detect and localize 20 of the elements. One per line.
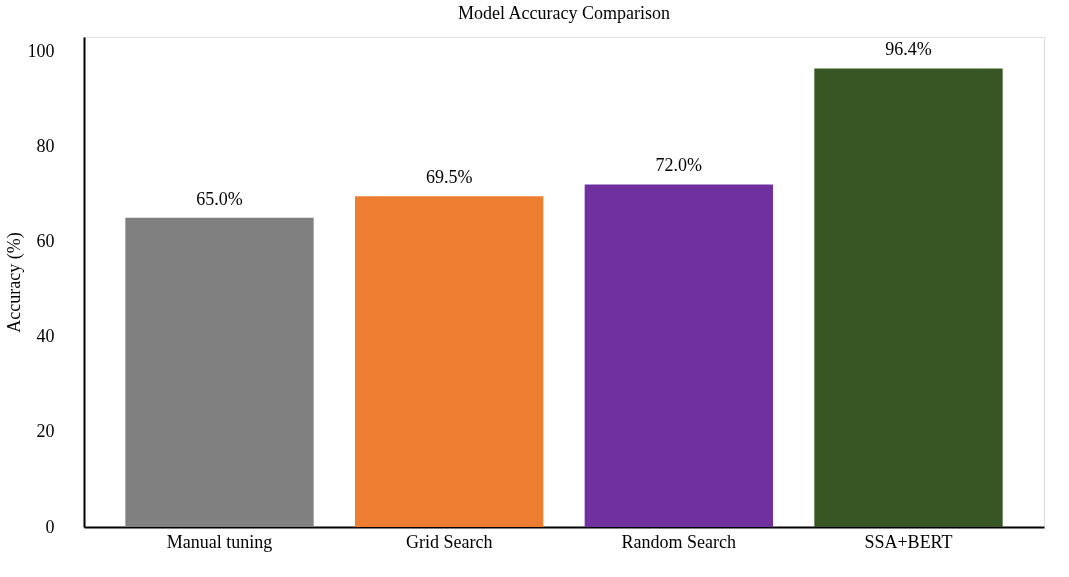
y-tick-label: 0 — [45, 516, 55, 537]
x-tick-label: SSA+BERT — [864, 531, 953, 552]
x-tick-label: Manual tuning — [166, 531, 273, 552]
bar — [584, 184, 773, 527]
bar — [125, 217, 314, 527]
y-tick-label: 40 — [36, 326, 55, 347]
data-label: 72.0% — [655, 155, 703, 176]
y-tick-label: 80 — [36, 135, 55, 156]
bar — [814, 68, 1003, 527]
x-tick-label: Random Search — [621, 531, 737, 552]
bar — [355, 196, 544, 527]
chart-title: Model Accuracy Comparison — [458, 3, 670, 23]
y-tick-label: 60 — [36, 231, 55, 252]
y-tick-label: 20 — [36, 421, 55, 442]
y-tick-label: 100 — [27, 40, 55, 61]
data-label: 96.4% — [885, 39, 932, 60]
x-tick-label: Grid Search — [405, 531, 493, 552]
y-axis-title: Accuracy (%) — [3, 232, 25, 333]
data-label: 65.0% — [196, 188, 243, 209]
data-label: 69.5% — [425, 167, 473, 188]
